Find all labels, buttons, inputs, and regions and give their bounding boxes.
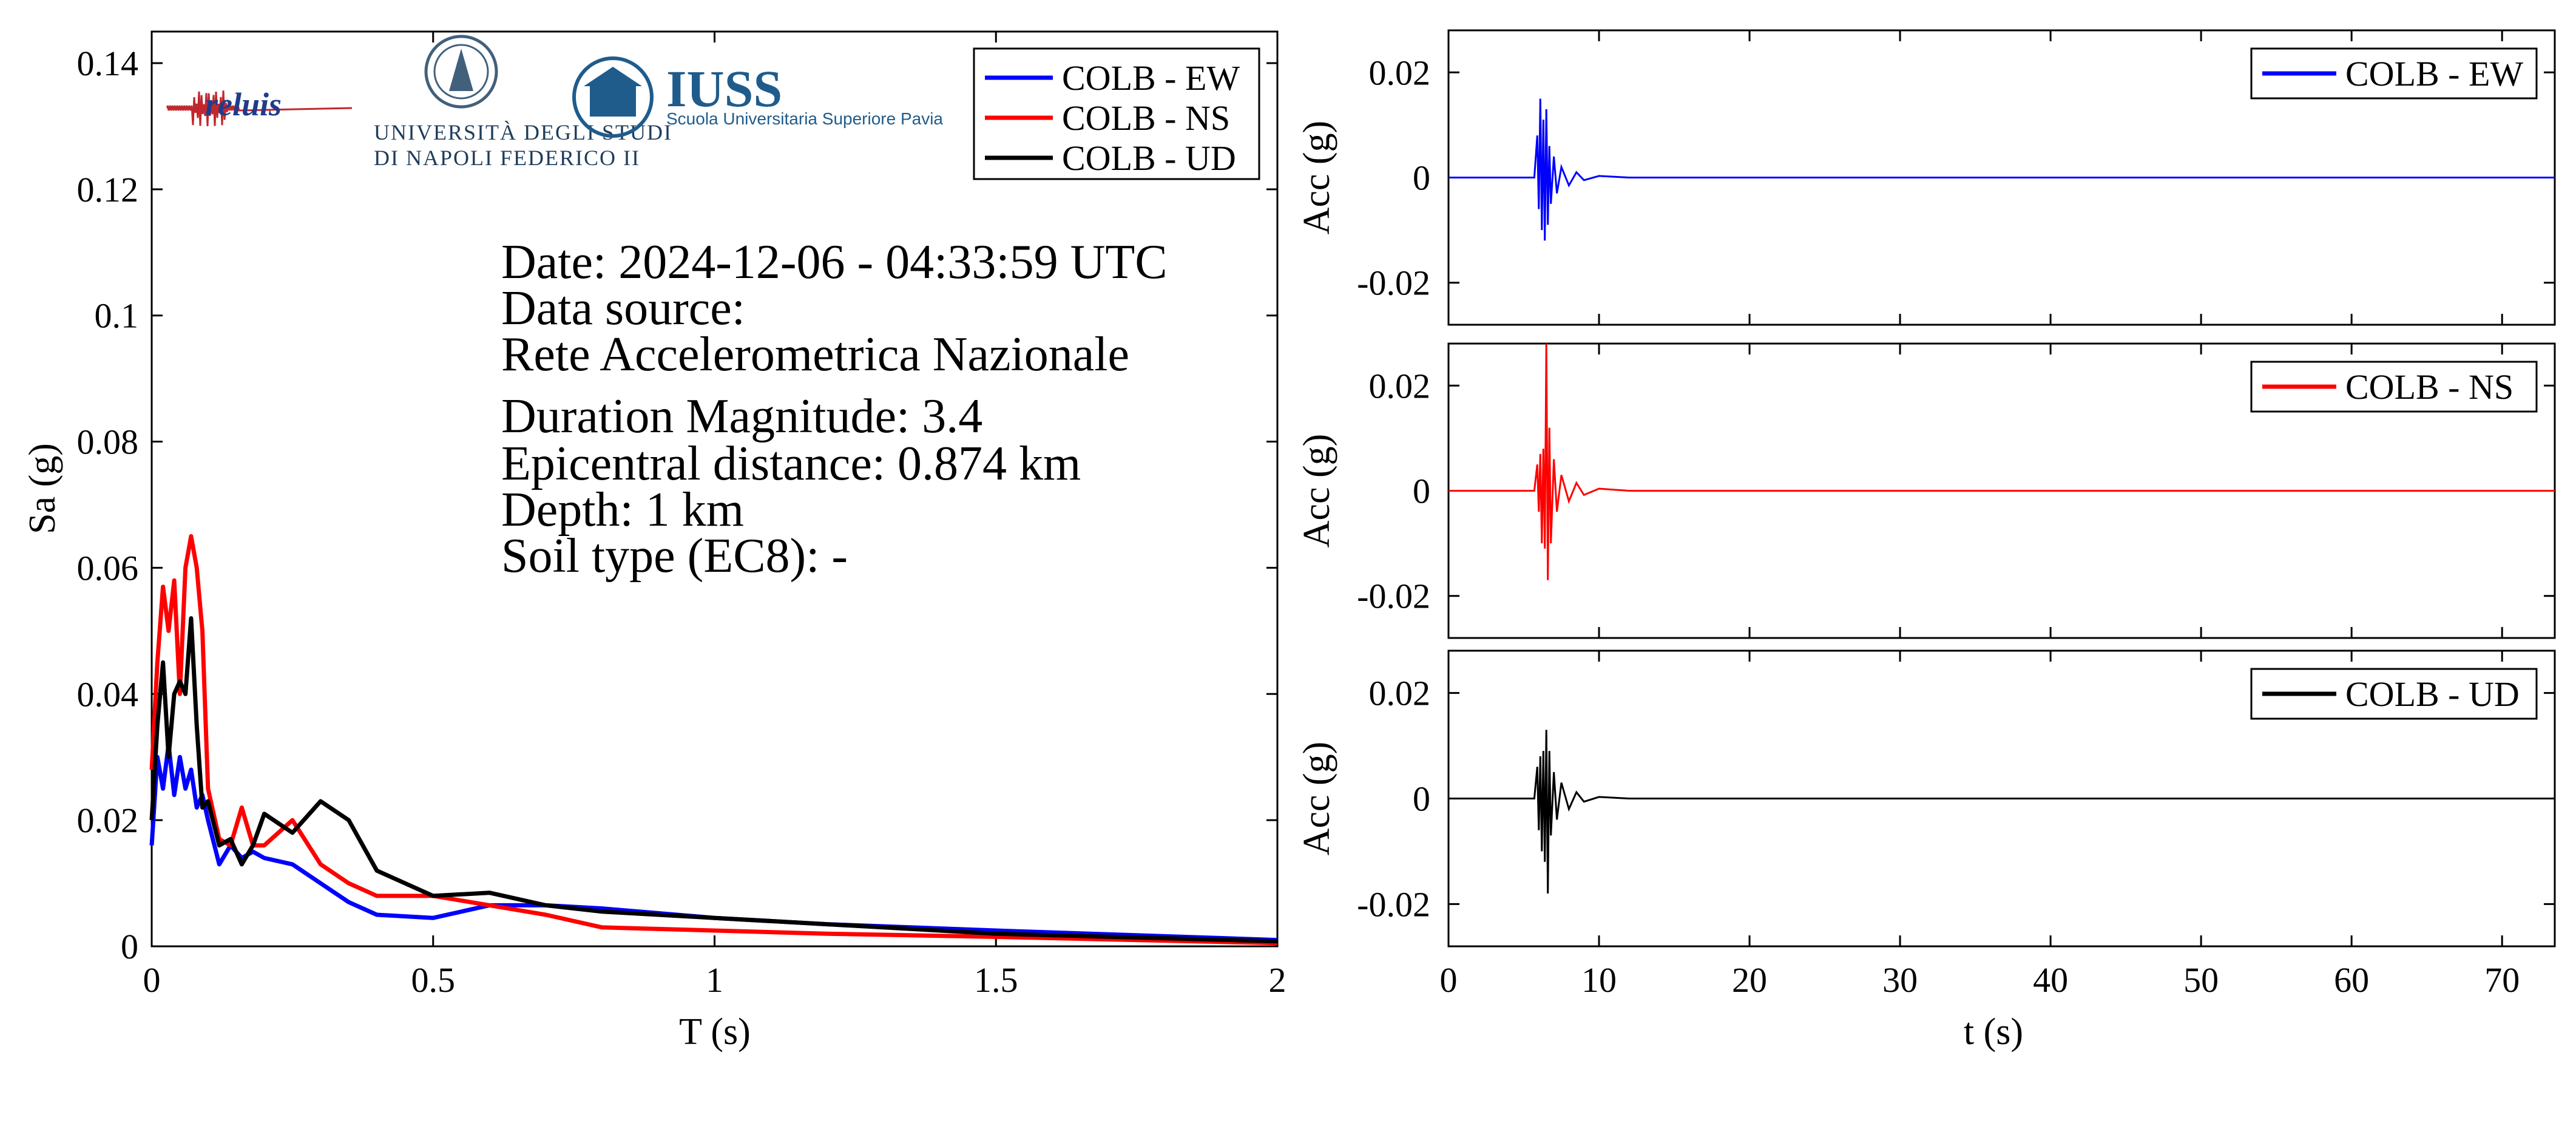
acc-x-tick-label: 50: [2183, 960, 2219, 1000]
time-x-axis-label: t (s): [1964, 1011, 2023, 1053]
info-soil-type: Soil type (EC8): -: [501, 529, 848, 583]
iuss-logo: IUSS Scuola Universitaria Superiore Pavi…: [572, 56, 943, 138]
acc-y-tick-label: -0.02: [1357, 577, 1430, 616]
acc-x-tick-label: 60: [2334, 960, 2369, 1000]
acc-series-ud: [1449, 730, 2555, 894]
acc-y-tick-label: 0: [1413, 779, 1430, 819]
acc-panel-ew: -0.02 0 0.02 Acc (g) COLB - EW: [1296, 29, 2556, 326]
spectrum-y-tick-label: 0.06: [77, 548, 139, 588]
info-epicentral-distance: Epicentral distance: 0.874 km: [501, 437, 1081, 490]
iuss-logo-title: IUSS: [666, 59, 782, 118]
acc-y-axis-label: Acc (g): [1296, 742, 1337, 856]
acc-x-tick-label: 70: [2484, 960, 2520, 1000]
acc-y-axis-label: Acc (g): [1296, 434, 1337, 548]
spectrum-plot: 0 0.5 1 1.5 2 0 0.02 0.04 0.06 0.08 0.1 0.12 0.14 re…: [22, 30, 1286, 1053]
unina-logo: UNIVERSITÀ DEGLI STUDI DI NAPOLI FEDERIC…: [374, 35, 672, 170]
reluis-waveform: [166, 90, 353, 127]
acc-y-tick-label: -0.02: [1357, 884, 1430, 924]
spectrum-y-tick-label: 0.04: [77, 674, 139, 714]
info-magnitude: Duration Magnitude: 3.4: [501, 390, 982, 443]
acc-legend-entry: COLB - EW: [2345, 54, 2523, 93]
acc-x-tick-label: 30: [1882, 960, 1918, 1000]
reluis-logo-text: reluis: [205, 86, 282, 123]
acc-y-tick-label: 0: [1413, 158, 1430, 198]
spectrum-x-axis-label: T (s): [679, 1011, 751, 1053]
spectrum-x-tick-label: 1: [706, 960, 723, 1000]
acc-series-ew: [1449, 98, 2555, 241]
acc-legend-entry: COLB - NS: [2345, 367, 2513, 407]
acc-x-tick-label: 10: [1581, 960, 1617, 1000]
info-data-source-label: Data source:: [501, 282, 745, 335]
acc-x-tick-label: 40: [2033, 960, 2068, 1000]
info-date: Date: 2024-12-06 - 04:33:59 UTC: [501, 236, 1168, 289]
spectrum-series-ns: [149, 534, 1278, 946]
spectrum-y-axis-label: Sa (g): [22, 443, 63, 534]
acc-y-axis-label: Acc (g): [1296, 121, 1337, 235]
spectrum-x-tick-label: 1.5: [974, 960, 1018, 1000]
acc-y-tick-label: 0.02: [1369, 53, 1431, 92]
acc-y-tick-label: 0: [1413, 472, 1430, 511]
reluis-logo: reluis: [166, 86, 353, 127]
acc-x-tick-label: 0: [1440, 960, 1458, 1000]
spectrum-axes-frame: [150, 30, 1279, 948]
acc-legend-entry: COLB - UD: [2345, 674, 2520, 714]
spectrum-x-tick-label: 2: [1269, 960, 1286, 1000]
spectrum-y-tick-label: 0.12: [77, 170, 139, 209]
acc-y-tick-label: 0.02: [1369, 674, 1431, 713]
spectrum-y-tick-label: 0.08: [77, 422, 139, 462]
unina-logo-line2: DI NAPOLI FEDERICO II: [374, 146, 640, 170]
spectrum-legend-entry: COLB - NS: [1062, 98, 1230, 138]
acc-y-tick-label: 0.02: [1369, 366, 1431, 405]
spectrum-y-tick-label: 0.14: [77, 44, 139, 83]
iuss-logo-subtitle: Scuola Universitaria Superiore Pavia: [666, 109, 943, 128]
spectrum-series-ud: [149, 616, 1278, 944]
spectrum-legend-entry: COLB - UD: [1062, 138, 1236, 178]
spectrum-y-tick-label: 0: [121, 927, 138, 966]
event-info: Date: 2024-12-06 - 04:33:59 UTC Data sou…: [501, 236, 1168, 583]
spectrum-legend-entry: COLB - EW: [1062, 58, 1240, 98]
spectrum-x-tick-label: 0: [143, 960, 161, 1000]
acc-panel-ns: -0.02 0 0.02 Acc (g) COLB - NS: [1296, 342, 2556, 639]
acc-series-ns: [1449, 343, 2555, 580]
unina-logo-line1: UNIVERSITÀ DEGLI STUDI: [374, 120, 672, 144]
info-depth: Depth: 1 km: [501, 483, 744, 537]
spectrum-y-tick-label: 0.02: [77, 801, 139, 840]
spectrum-ticks: 0 0.5 1 1.5 2 0 0.02 0.04 0.06 0.08 0.1 0.12 0.14: [77, 32, 1286, 1000]
spectrum-y-tick-label: 0.1: [95, 296, 139, 336]
spectrum-x-tick-label: 0.5: [411, 960, 456, 1000]
acc-y-tick-label: -0.02: [1357, 263, 1430, 303]
info-data-source: Rete Accelerometrica Nazionale: [501, 328, 1129, 381]
spectrum-lines: [149, 534, 1278, 946]
acc-x-tick-label: 20: [1732, 960, 1767, 1000]
